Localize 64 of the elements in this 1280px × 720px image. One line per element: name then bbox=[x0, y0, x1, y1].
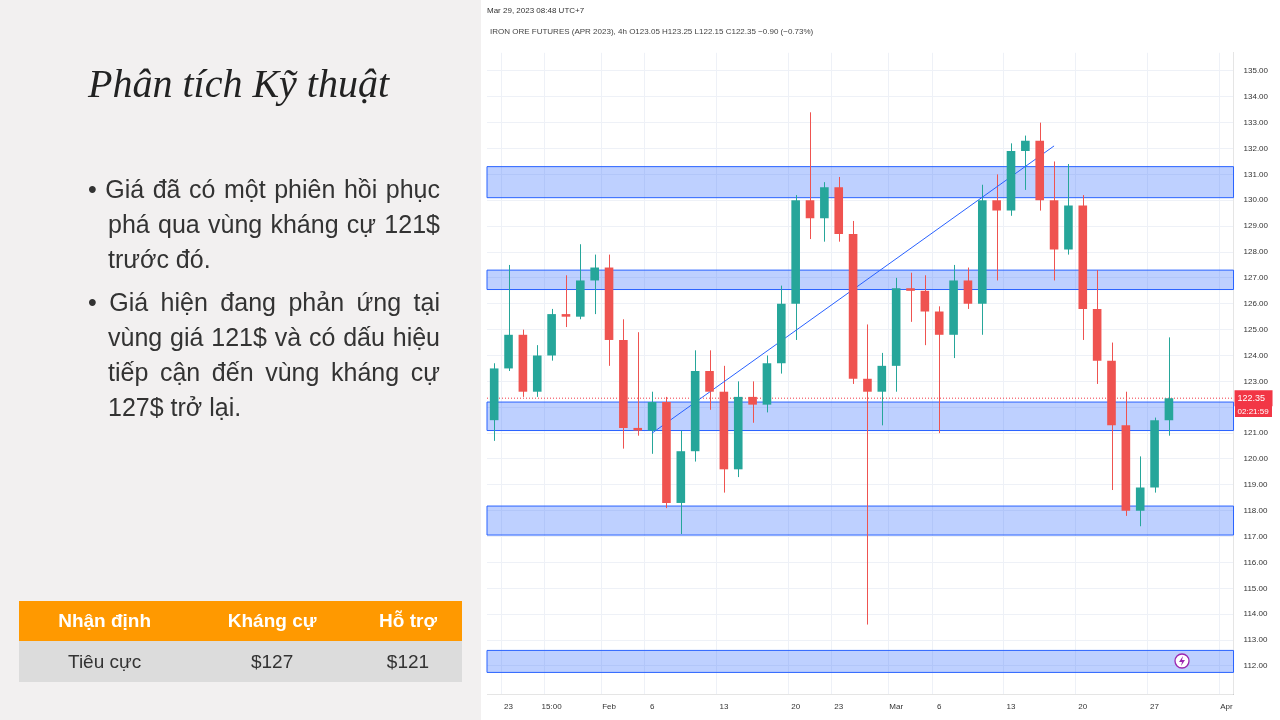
y-tick-label: 135.00 bbox=[1243, 66, 1269, 76]
candlestick bbox=[863, 323, 872, 626]
text: Mar 29, 2023 08:48 UTC+7 bbox=[487, 6, 585, 15]
y-tick-label: 127.00 bbox=[1243, 273, 1269, 283]
y-tick-label: 130.00 bbox=[1243, 195, 1269, 205]
candlestick bbox=[1021, 135, 1030, 191]
candlestick bbox=[590, 254, 599, 315]
x-tick-label: 13 bbox=[719, 702, 729, 712]
candlestick bbox=[906, 272, 915, 323]
y-tick-label: 119.00 bbox=[1243, 480, 1268, 490]
candlestick bbox=[805, 111, 815, 240]
candlestick bbox=[1135, 455, 1145, 527]
y-tick-label: 114.00 bbox=[1243, 609, 1268, 619]
candlestick bbox=[1164, 336, 1174, 437]
y-tick-label: 134.00 bbox=[1243, 91, 1269, 101]
ref-line-label: 122.35 bbox=[1237, 392, 1266, 403]
text: $127 bbox=[190, 641, 354, 682]
text: • Giá đã có một phiên hồi phục phá qua vùng kháng cự 121$ trước đó. bbox=[88, 174, 440, 275]
x-tick-label: Feb bbox=[602, 702, 617, 712]
y-tick-label: 126.00 bbox=[1243, 298, 1269, 308]
text: $121 bbox=[353, 641, 462, 682]
y-tick-label: 112.00 bbox=[1243, 661, 1268, 671]
y-tick-label: 124.00 bbox=[1243, 350, 1269, 360]
y-tick-label: 120.00 bbox=[1243, 454, 1269, 464]
y-tick-label: 125.00 bbox=[1243, 324, 1269, 334]
y-tick-label: 115.00 bbox=[1243, 583, 1268, 593]
y-tick-label: 116.00 bbox=[1243, 557, 1268, 567]
candlestick bbox=[633, 331, 643, 437]
y-tick-label: 123.00 bbox=[1243, 376, 1269, 386]
y-tick-label: 133.00 bbox=[1243, 117, 1269, 127]
x-tick-label: 20 bbox=[1078, 702, 1088, 712]
y-tick-label: 128.00 bbox=[1243, 247, 1269, 257]
text: Nhận định bbox=[19, 601, 191, 641]
x-tick-label: 6 bbox=[937, 702, 942, 712]
candlestick bbox=[963, 267, 973, 310]
y-tick-label: 113.00 bbox=[1243, 635, 1268, 645]
candlestick bbox=[748, 380, 757, 424]
chart-title: Phân tích Kỹ thuật bbox=[88, 60, 390, 107]
y-tick-label: 132.00 bbox=[1243, 143, 1269, 153]
y-tick-label: 121.00 bbox=[1243, 428, 1269, 438]
text: Hỗ trợ bbox=[353, 601, 462, 641]
x-tick-label: 15:00 bbox=[541, 702, 563, 712]
x-tick-label: 6 bbox=[649, 702, 655, 712]
text: Tiêu cực bbox=[19, 641, 191, 682]
x-tick-label: 23 bbox=[834, 702, 844, 712]
x-tick-label: 23 bbox=[504, 702, 514, 712]
candlestick bbox=[561, 274, 571, 328]
x-tick-label: 13 bbox=[1006, 702, 1016, 712]
y-tick-label: 118.00 bbox=[1243, 505, 1268, 515]
chart-subtitle: IRON ORE FUTURES (APR 2023), 4h O123.05 H123.25 L122.15 C122.35 −0.90 (−0.73%) bbox=[490, 27, 814, 36]
candlestick bbox=[992, 173, 1001, 281]
text: 02:21:59 bbox=[1234, 406, 1272, 418]
x-tick-label: Apr bbox=[1220, 702, 1233, 712]
candlestick bbox=[920, 274, 930, 346]
text: • Giá hiện đang phản ứng tại vùng giá 121$ và có dấu hiệu tiếp cận đến vùng kháng cự 127$ trở lại. bbox=[88, 287, 440, 423]
x-tick-label: 20 bbox=[791, 702, 801, 712]
x-tick-label: 27 bbox=[1150, 702, 1160, 712]
text: Kháng cự bbox=[190, 601, 354, 641]
y-tick-label: 131.00 bbox=[1243, 169, 1269, 179]
x-tick-label: Mar bbox=[889, 702, 904, 712]
y-tick-label: 129.00 bbox=[1243, 221, 1269, 231]
candlestick bbox=[705, 349, 714, 411]
candlestick bbox=[934, 305, 944, 434]
y-tick-label: 117.00 bbox=[1243, 531, 1268, 541]
